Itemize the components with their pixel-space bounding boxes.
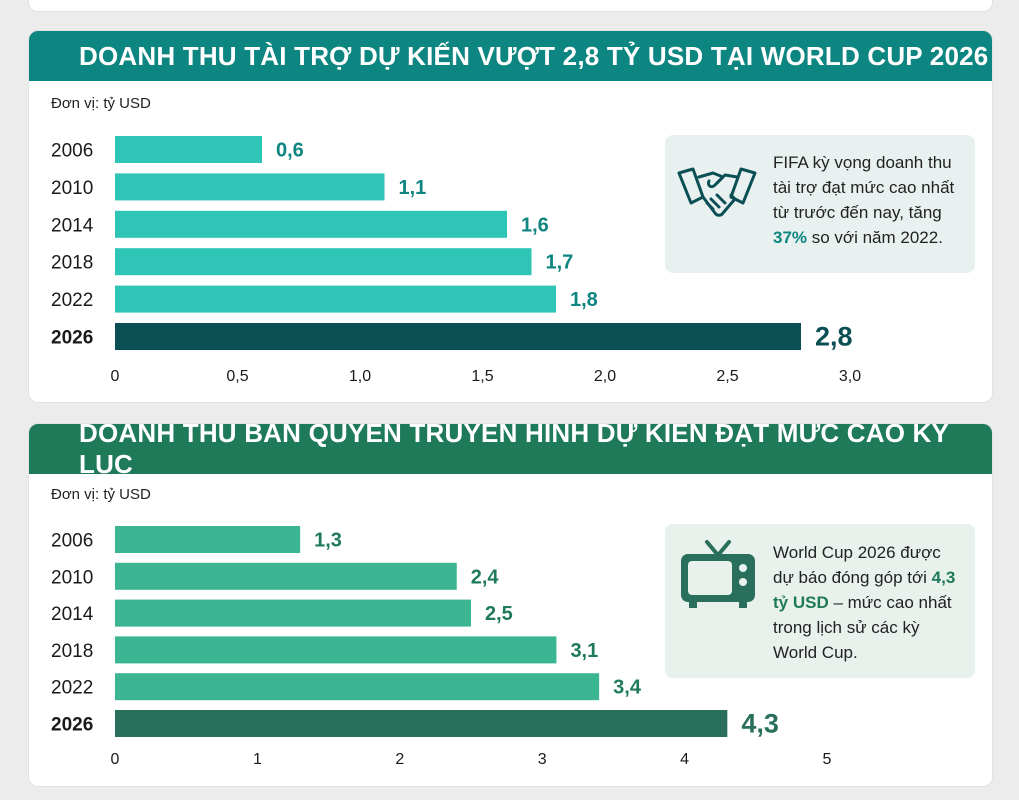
x-tick-label: 0 [111,368,120,385]
category-label: 2006 [51,531,93,552]
x-tick-label: 1,0 [349,368,371,385]
sponsorship-unit: Đơn vị: tỷ USD [51,95,151,112]
x-tick-label: 3,0 [839,368,861,385]
value-label: 1,6 [521,214,549,236]
bar-2018 [115,248,532,276]
category-label: 2014 [51,604,94,625]
value-label: 0,6 [276,140,304,162]
sponsorship-note-text: FIFA kỳ vọng doanh thu tài trợ đạt mức c… [773,150,965,250]
category-label: 2014 [51,215,94,236]
bar-2026 [115,710,728,737]
x-tick-label: 1,5 [471,368,493,385]
value-label: 3,1 [570,640,598,662]
tv-rights-note: World Cup 2026 được dự báo đóng góp tới … [665,524,975,678]
bar-2006 [115,526,301,553]
value-label: 2,5 [485,603,513,625]
value-label: 4,3 [741,709,779,739]
previous-card-edge [28,0,993,12]
category-label: 2018 [51,253,93,274]
x-tick-label: 1 [253,751,262,768]
category-label: 2022 [51,290,93,311]
value-label: 2,4 [471,566,500,588]
note-text-part: – mức cao nhất trong lịch sử các kỳ Worl… [773,593,952,662]
tv-rights-panel: DOANH THU BẢN QUYỀN TRUYỀN HÌNH DỰ KIẾN … [28,423,993,787]
x-tick-label: 2,0 [594,368,616,385]
category-label: 2010 [51,178,93,199]
note-text-part: so với năm 2022. [807,228,943,247]
bar-2022 [115,673,600,701]
value-label: 1,1 [399,177,427,199]
x-tick-label: 5 [823,751,832,768]
value-label: 2,8 [815,322,853,352]
sponsorship-bar-chart: 2006 0,6 2010 1,1 2014 1,6 2018 1,7 2022 1,8 2026 2… [51,136,861,385]
category-label: 2022 [51,678,93,699]
note-highlight: 4,3 tỷ USD [773,568,956,612]
bar-2018 [115,636,557,664]
x-tick-label: 3 [538,751,547,768]
value-label: 1,3 [314,530,342,552]
x-tick-label: 0,5 [226,368,248,385]
bar-2026 [115,323,801,350]
category-label: 2026 [51,328,93,349]
bar-2014 [115,599,471,627]
category-label: 2006 [51,141,93,162]
category-label: 2018 [51,641,93,662]
bar-2014 [115,210,507,238]
value-label: 1,8 [570,289,598,311]
category-label: 2026 [51,715,93,736]
x-tick-label: 2 [395,751,404,768]
tv-rights-note-text: World Cup 2026 được dự báo đóng góp tới … [773,540,965,665]
bar-2006 [115,136,262,163]
sponsorship-note: FIFA kỳ vọng doanh thu tài trợ đạt mức c… [665,135,975,273]
x-tick-label: 4 [680,751,689,768]
tv-rights-title: DOANH THU BẢN QUYỀN TRUYỀN HÌNH DỰ KIẾN … [29,424,992,479]
sponsorship-panel: DOANH THU TÀI TRỢ DỰ KIẾN VƯỢT 2,8 TỶ US… [28,30,993,403]
category-label: 2010 [51,567,93,588]
value-label: 3,4 [613,677,642,699]
tv-icon [677,538,761,617]
handshake-icon [677,161,757,236]
note-highlight: 37% [773,228,808,247]
x-tick-label: 2,5 [716,368,738,385]
bar-2010 [115,173,385,201]
bar-2022 [115,285,556,313]
tv-rights-unit: Đơn vị: tỷ USD [51,486,151,503]
x-tick-label: 0 [111,751,120,768]
bar-2010 [115,562,457,590]
note-text-part: World Cup 2026 được dự báo đóng góp tới [773,543,941,587]
sponsorship-title: DOANH THU TÀI TRỢ DỰ KIẾN VƯỢT 2,8 TỶ US… [29,31,992,81]
note-text-part: FIFA kỳ vọng doanh thu tài trợ đạt mức c… [773,153,955,222]
value-label: 1,7 [546,252,574,274]
